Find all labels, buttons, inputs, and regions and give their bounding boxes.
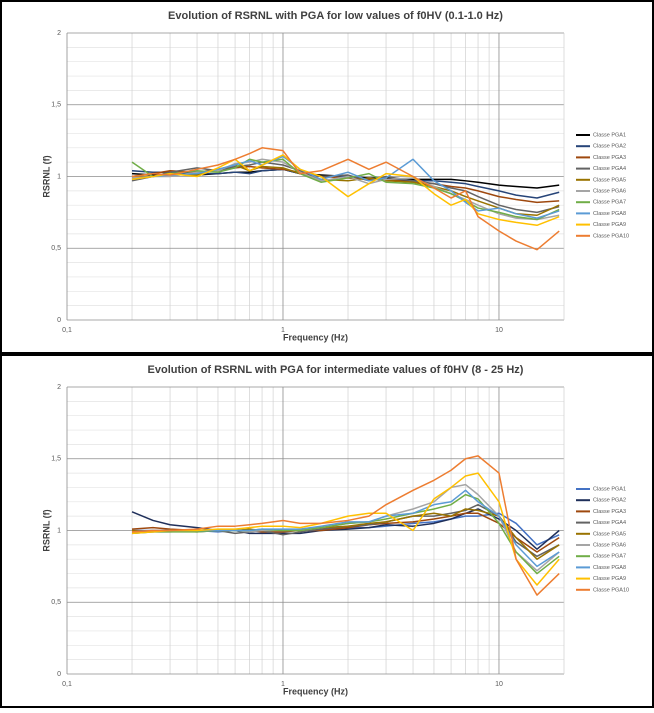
x-axis-title: Frequency (Hz) (283, 332, 348, 342)
series-line (131, 472, 560, 586)
legend-label: Classe PGA6 (593, 542, 626, 548)
series-line (131, 489, 560, 568)
series-line (131, 154, 560, 227)
legend-label: Classe PGA5 (593, 177, 626, 183)
legend-label: Classe PGA2 (593, 498, 626, 504)
y-axis-title: RSRNL (f) (41, 155, 51, 197)
x-tick-label: 1 (281, 327, 285, 334)
series-line (131, 147, 560, 251)
legend-label: Classe PGA6 (593, 188, 626, 194)
y-axis-title: RSRNL (f) (41, 509, 51, 551)
y-tick-label: 1 (57, 527, 61, 534)
y-tick-label: 1,5 (51, 456, 61, 463)
legend-label: Classe PGA1 (593, 486, 626, 492)
legend-label: Classe PGA10 (593, 233, 629, 239)
x-tick-label: 1 (281, 681, 285, 688)
legend-label: Classe PGA2 (593, 144, 626, 150)
series-line (131, 455, 560, 596)
x-tick-label: 0,1 (62, 327, 72, 334)
series-line (131, 161, 560, 214)
legend-label: Classe PGA9 (593, 576, 626, 582)
chart-title: Evolution of RSRNL with PGA for intermed… (148, 364, 524, 376)
legend-label: Classe PGA3 (593, 509, 626, 515)
x-tick-label: 10 (495, 327, 503, 334)
legend-label: Classe PGA8 (593, 565, 626, 571)
y-tick-label: 0 (57, 671, 61, 678)
legend-label: Classe PGA10 (593, 587, 629, 593)
legend-label: Classe PGA4 (593, 166, 626, 172)
legend-label: Classe PGA7 (593, 554, 626, 560)
y-tick-label: 1,5 (51, 102, 61, 109)
panel-border (0, 354, 654, 708)
legend-label: Classe PGA1 (593, 132, 626, 138)
y-tick-label: 0 (57, 317, 61, 324)
chart-title: Evolution of RSRNL with PGA for low valu… (168, 10, 503, 22)
x-tick-label: 10 (495, 681, 503, 688)
x-tick-label: 0,1 (62, 681, 72, 688)
y-tick-label: 0,5 (51, 245, 61, 252)
y-tick-label: 2 (57, 384, 61, 391)
y-tick-label: 0,5 (51, 599, 61, 606)
legend-label: Classe PGA7 (593, 200, 626, 206)
legend-label: Classe PGA5 (593, 531, 626, 537)
legend-label: Classe PGA4 (593, 520, 626, 526)
y-tick-label: 2 (57, 30, 61, 37)
legend-label: Classe PGA8 (593, 211, 626, 217)
legend-label: Classe PGA3 (593, 155, 626, 161)
y-tick-label: 1 (57, 173, 61, 180)
legend-label: Classe PGA9 (593, 222, 626, 228)
x-axis-title: Frequency (Hz) (283, 686, 348, 696)
